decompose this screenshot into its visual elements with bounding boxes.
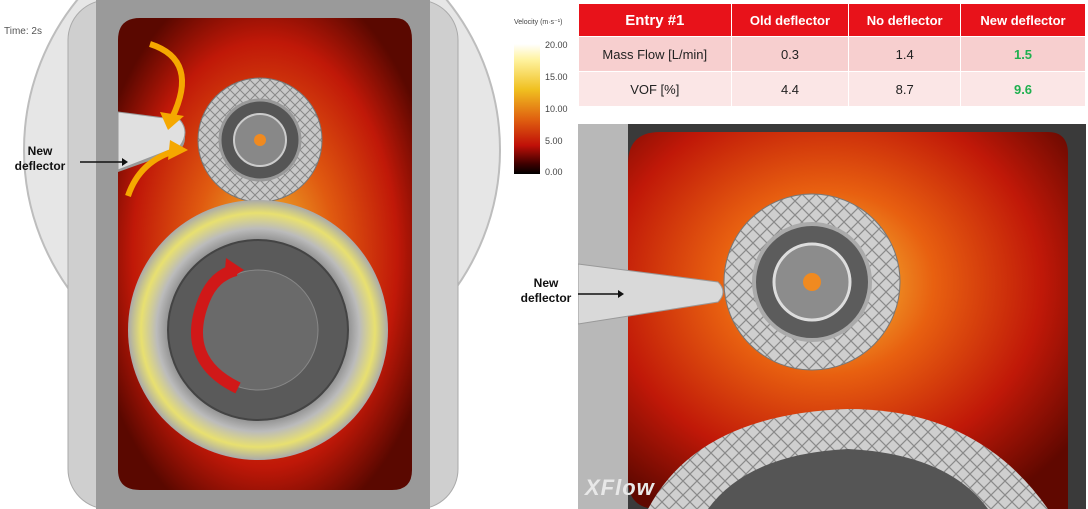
header-no-deflector: No deflector — [848, 3, 962, 37]
callout-new-deflector-left: New deflector — [8, 144, 72, 174]
header-new-deflector: New deflector — [960, 3, 1086, 37]
xflow-watermark: XFlow — [585, 475, 655, 500]
callout-line1: New — [533, 276, 559, 290]
cell-old: 4.4 — [730, 71, 850, 107]
velocity-colorbar — [514, 44, 540, 174]
callout-line2: deflector — [520, 291, 572, 305]
legend-title: Velocity (m·s⁻¹) — [514, 19, 563, 26]
callout-new-deflector-right: New deflector — [514, 276, 578, 306]
legend-tick: 5.00 — [545, 136, 563, 146]
flow-arrow-top — [149, 41, 186, 120]
cell-old: 0.3 — [730, 36, 850, 72]
right-simulation-view — [578, 124, 1086, 509]
legend-tick: 15.00 — [545, 72, 568, 82]
table-row: VOF [%] 4.4 8.7 9.6 — [578, 71, 1086, 107]
deflector-right — [578, 263, 724, 325]
row-label: VOF [%] — [578, 71, 732, 107]
cell-new: 9.6 — [960, 71, 1086, 107]
header-old-deflector: Old deflector — [730, 3, 850, 37]
table-row: Mass Flow [L/min] 0.3 1.4 1.5 — [578, 36, 1086, 72]
rotation-arrow — [191, 264, 241, 394]
header-entry: Entry #1 — [578, 3, 732, 37]
results-table: Entry #1 Old deflector No deflector New … — [578, 3, 1086, 107]
cell-none: 1.4 — [848, 36, 962, 72]
callout-line1: New — [27, 144, 53, 158]
legend-tick: 10.00 — [545, 104, 568, 114]
table-header-row: Entry #1 Old deflector No deflector New … — [578, 3, 1086, 37]
callout-line2: deflector — [14, 159, 66, 173]
left-simulation-view — [23, 0, 501, 509]
legend-tick: 20.00 — [545, 40, 568, 50]
cell-new: 1.5 — [960, 36, 1086, 72]
small-gear-hub — [254, 134, 266, 146]
time-label: Time: 2s — [4, 26, 42, 37]
legend-tick: 0.00 — [545, 167, 563, 177]
cell-none: 8.7 — [848, 71, 962, 107]
zoom-gear-hub — [803, 273, 821, 291]
row-label: Mass Flow [L/min] — [578, 36, 732, 72]
